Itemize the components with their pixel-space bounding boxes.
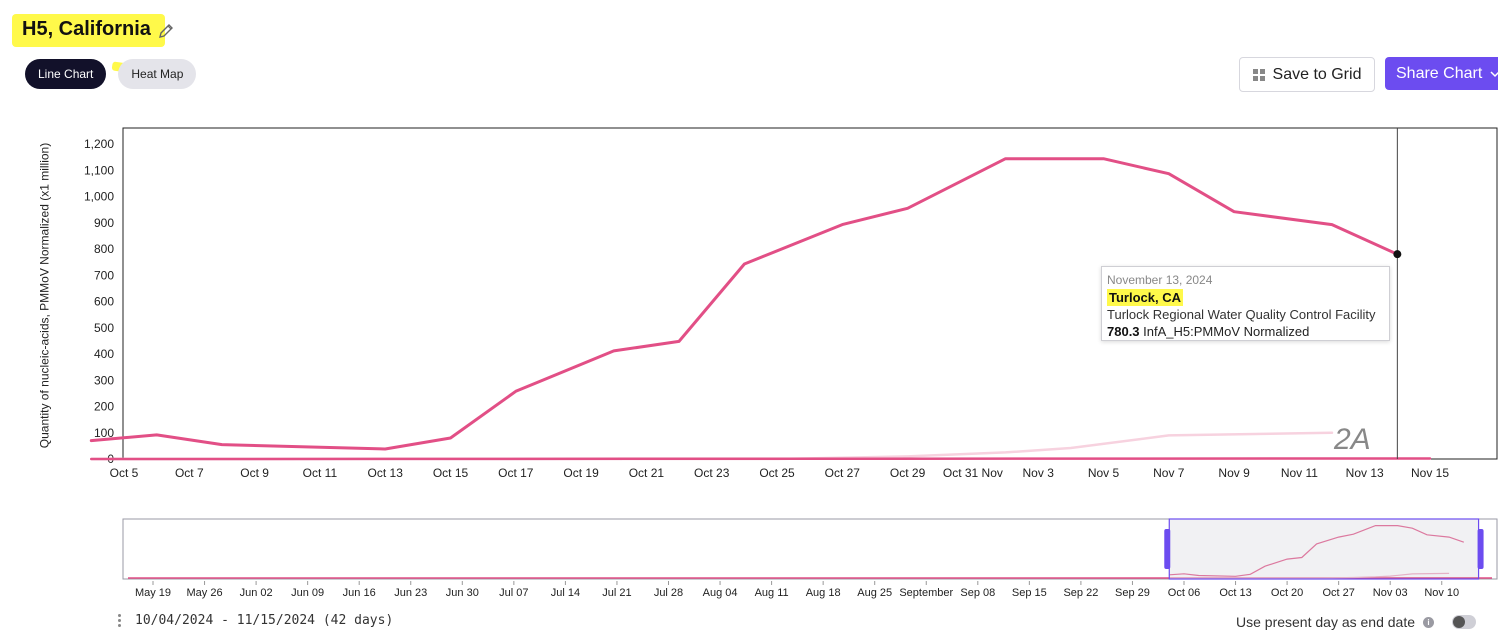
nav-tick-label: Aug 04 bbox=[703, 587, 738, 599]
navigator-series-line bbox=[1169, 525, 1464, 577]
tab-line-chart[interactable]: Line Chart bbox=[25, 59, 107, 89]
save-to-grid-button[interactable]: Save to Grid bbox=[1239, 57, 1375, 92]
y-tick-label: 400 bbox=[94, 347, 114, 361]
series-line bbox=[90, 457, 1432, 461]
x-tick-label: Nov 13 bbox=[1346, 466, 1384, 480]
x-tick-label: Oct 25 bbox=[759, 466, 795, 480]
nav-tick-label: Jun 23 bbox=[394, 587, 427, 599]
tooltip: November 13, 2024 Turlock, CA Turlock Re… bbox=[1101, 266, 1390, 341]
tooltip-value: 780.3 bbox=[1107, 324, 1140, 339]
x-tick-label: Nov 5 bbox=[1088, 466, 1120, 480]
nav-tick-label: September bbox=[899, 587, 953, 599]
y-tick-label: 500 bbox=[94, 321, 114, 335]
nav-tick-label: Sep 08 bbox=[960, 587, 995, 599]
main-chart[interactable]: 01002003004005006007008009001,0001,1001,… bbox=[0, 0, 1498, 500]
title-area: H5, California bbox=[12, 14, 175, 47]
x-tick-label: Nov 3 bbox=[1023, 466, 1055, 480]
navigator-handle-left bbox=[1164, 529, 1171, 569]
x-tick-label: Oct 19 bbox=[563, 466, 599, 480]
x-tick-label: Oct 15 bbox=[433, 466, 469, 480]
share-chart-label: Share Chart bbox=[1396, 64, 1483, 82]
tooltip-date: November 13, 2024 bbox=[1107, 273, 1213, 287]
present-day-control: Use present day as end date i bbox=[1236, 614, 1477, 630]
navigator-selection bbox=[1168, 518, 1480, 580]
x-tick-label: Nov 7 bbox=[1153, 466, 1185, 480]
x-tick-label: Oct 31 Nov bbox=[943, 466, 1003, 480]
nav-tick-label: Jul 14 bbox=[551, 587, 580, 599]
nav-tick-label: Jul 07 bbox=[499, 587, 528, 599]
y-tick-label: 1,000 bbox=[84, 190, 114, 204]
nav-tick-label: Jul 21 bbox=[602, 587, 631, 599]
x-tick-label: Nov 15 bbox=[1411, 466, 1449, 480]
share-chart-button[interactable]: Share Chart bbox=[1385, 57, 1498, 90]
nav-tick-label: May 26 bbox=[187, 587, 223, 599]
navigator-frame bbox=[122, 518, 1498, 580]
navigator-series-line bbox=[1169, 572, 1450, 579]
y-tick-label: 1,100 bbox=[84, 163, 114, 177]
x-tick-label: Oct 13 bbox=[368, 466, 404, 480]
nav-tick-label: Aug 25 bbox=[857, 587, 892, 599]
tab-heat-map[interactable]: Heat Map bbox=[118, 59, 197, 89]
save-to-grid-label: Save to Grid bbox=[1272, 65, 1362, 83]
y-tick-label: 200 bbox=[94, 400, 114, 414]
y-tick-label: 800 bbox=[94, 242, 114, 256]
y-tick-label: 900 bbox=[94, 216, 114, 230]
nav-tick-label: Nov 10 bbox=[1424, 587, 1459, 599]
x-tick-label: Oct 27 bbox=[825, 466, 861, 480]
grid-icon bbox=[1252, 68, 1265, 81]
nav-tick-label: Oct 13 bbox=[1219, 587, 1251, 599]
nav-tick-label: Nov 03 bbox=[1373, 587, 1408, 599]
y-tick-label: 300 bbox=[94, 373, 114, 387]
tooltip-unit: InfA_H5:PMMoV Normalized bbox=[1143, 324, 1310, 339]
tooltip-facility: Turlock Regional Water Quality Control F… bbox=[1107, 307, 1376, 322]
nav-tick-label: May 19 bbox=[135, 587, 171, 599]
y-tick-label: 600 bbox=[94, 295, 114, 309]
nav-tick-label: Jun 16 bbox=[343, 587, 376, 599]
y-tick-label: 700 bbox=[94, 268, 114, 282]
navigator-chart[interactable]: May 19 May 26 Jun 02 Jun 09 Jun 16 Jun 23 Jun … bbox=[0, 510, 1498, 620]
x-tick-label: Oct 11 bbox=[303, 466, 338, 480]
nav-tick-label: Aug 18 bbox=[806, 587, 841, 599]
x-tick-label: Oct 9 bbox=[240, 466, 269, 480]
present-day-toggle[interactable] bbox=[1452, 615, 1477, 629]
nav-tick-label: Oct 06 bbox=[1168, 587, 1200, 599]
nav-tick-label: Jul 28 bbox=[654, 587, 683, 599]
series-line bbox=[89, 157, 1399, 451]
x-tick-label: Oct 29 bbox=[890, 466, 926, 480]
y-tick-label: 1,200 bbox=[84, 137, 114, 151]
toggle-knob bbox=[1453, 616, 1466, 628]
pencil-icon[interactable] bbox=[157, 22, 175, 40]
x-tick-label: Oct 5 bbox=[110, 466, 139, 480]
handwritten-annotation: 2A bbox=[1333, 423, 1371, 456]
date-range-text: 10/04/2024 - 11/15/2024 (42 days) bbox=[135, 613, 394, 628]
x-tick-label: Oct 17 bbox=[498, 466, 534, 480]
x-tick-label: Nov 11 bbox=[1281, 466, 1318, 480]
hover-point bbox=[1393, 250, 1402, 259]
nav-tick-label: Sep 29 bbox=[1115, 587, 1150, 599]
nav-tick-label: Jun 09 bbox=[291, 587, 324, 599]
nav-tick-label: Sep 22 bbox=[1063, 587, 1098, 599]
x-tick-label: Oct 7 bbox=[175, 466, 204, 480]
nav-tick-label: Oct 27 bbox=[1322, 587, 1354, 599]
navigator-handle-right bbox=[1477, 529, 1484, 569]
present-day-label: Use present day as end date bbox=[1236, 614, 1416, 630]
nav-tick-label: Oct 20 bbox=[1271, 587, 1303, 599]
page-title: H5, California bbox=[12, 14, 165, 47]
chart-tabs: Line Chart Heat Map bbox=[25, 59, 197, 89]
nav-tick-label: Jun 30 bbox=[446, 587, 479, 599]
x-tick-label: Oct 21 bbox=[629, 466, 665, 480]
y-tick-label: 100 bbox=[94, 426, 114, 440]
nav-tick-label: Aug 11 bbox=[755, 587, 789, 599]
tooltip-location: Turlock, CA bbox=[1107, 289, 1183, 306]
x-tick-label: Oct 23 bbox=[694, 466, 730, 480]
x-tick-label: Nov 9 bbox=[1218, 466, 1250, 480]
tooltip-value-line: 780.3 InfA_H5:PMMoV Normalized bbox=[1107, 323, 1384, 340]
date-range-bar: 10/04/2024 - 11/15/2024 (42 days) bbox=[118, 613, 393, 628]
nav-tick-label: Sep 15 bbox=[1012, 587, 1047, 599]
info-icon[interactable]: i bbox=[1423, 616, 1435, 628]
drag-handle-icon[interactable] bbox=[118, 614, 121, 627]
nav-tick-label: Jun 02 bbox=[240, 587, 273, 599]
